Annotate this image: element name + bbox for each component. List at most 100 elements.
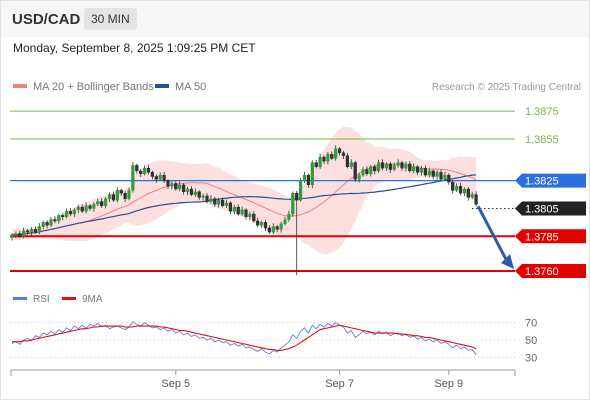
candle-body (217, 199, 221, 205)
candle-body (181, 184, 186, 192)
candle-body (14, 233, 18, 236)
candle-body (178, 184, 182, 190)
candle-body (388, 163, 392, 170)
candle-body (41, 222, 45, 227)
candle-body (263, 222, 268, 229)
candle-body (349, 162, 353, 167)
candle-body (123, 192, 127, 199)
candle-body (64, 211, 69, 218)
ma50-line (11, 174, 477, 236)
ma50-legend-swatch (155, 84, 169, 88)
candle-body (224, 202, 229, 206)
candle-body (392, 165, 396, 170)
rsi-legend-label: RSI (33, 294, 50, 305)
candle-body (384, 163, 388, 169)
candle-body (260, 222, 264, 226)
projection-layer (476, 205, 514, 270)
candle-body (283, 219, 287, 224)
candle-body (447, 174, 451, 183)
candle-body (357, 174, 361, 180)
candle-body (334, 148, 338, 159)
x-axis: Sep 5 Sep 7 Sep 9 (10, 369, 516, 390)
candle-body (271, 226, 275, 233)
candle-body (49, 219, 53, 226)
candle-body (45, 222, 49, 226)
candle-body (189, 188, 193, 195)
candle-body (111, 194, 115, 201)
candle-body (252, 213, 256, 222)
candle-body (443, 174, 447, 180)
ma50-legend-label: MA 50 (175, 81, 206, 93)
candle-body (201, 195, 205, 198)
candle-body (61, 215, 65, 218)
candle-body (248, 213, 252, 218)
timeframe-badge[interactable]: 30 MIN (84, 8, 137, 30)
candle-body (174, 183, 178, 190)
ma20-legend-swatch (13, 84, 27, 88)
candle-body (33, 229, 37, 233)
candle-body (462, 188, 466, 194)
credit-label: Research © 2025 Trading Central (432, 82, 581, 93)
candle-body (26, 230, 30, 233)
candle-body (322, 156, 326, 162)
candle-body (18, 233, 22, 237)
rsi-level-label-70: 70 (525, 318, 537, 330)
projection-arrow-head (501, 254, 514, 270)
candle-body (80, 206, 84, 212)
candle-body (256, 220, 260, 226)
candle-body (427, 170, 431, 176)
candle-body (57, 215, 61, 222)
level-tag-1.3825 (515, 173, 586, 188)
candle-body (236, 206, 240, 215)
candle-body (310, 162, 314, 186)
candle-body (213, 198, 217, 205)
candle-body (76, 206, 80, 211)
datetime-label: Monday, September 8, 2025 1:09:25 PM CET (13, 41, 256, 55)
candle-body (209, 198, 213, 202)
candle-body (150, 172, 154, 177)
x-tick-label: Sep 9 (434, 378, 463, 390)
candle-body (435, 172, 439, 177)
chart-legend: MA 20 + Bollinger Bands MA 50 Research ©… (13, 81, 581, 93)
candle-body (232, 206, 236, 212)
candle-body (68, 211, 73, 215)
rsi-ma-legend-label: 9MA (82, 294, 103, 305)
candle-body (275, 226, 279, 230)
candle-body (107, 194, 112, 199)
candle-body (193, 191, 197, 195)
candle-body (377, 162, 381, 172)
candle-body (330, 154, 334, 159)
candle-body (302, 174, 307, 181)
candle-body (451, 181, 455, 191)
level-label-1.3760: 1.3760 (525, 266, 559, 278)
candle-body (205, 195, 209, 202)
rsi-level-label-30: 30 (525, 352, 537, 364)
candle-body (154, 176, 158, 180)
rsi-legend: RSI 9MA (13, 294, 103, 305)
candle-body (423, 167, 427, 176)
header-bar: USD/CAD 30 MIN (1, 1, 589, 37)
candle-body (455, 186, 459, 191)
candle-body (369, 166, 373, 174)
rsi-panel: 70 50 30 (10, 318, 537, 364)
level-label-1.3805: 1.3805 (525, 203, 559, 215)
ma20-legend-label: MA 20 + Bollinger Bands (33, 81, 154, 93)
candle-body (267, 227, 271, 233)
candle-body (470, 194, 474, 198)
candle-body (400, 162, 404, 169)
candle-body (295, 192, 299, 201)
candles-layer (10, 145, 478, 276)
candle-body (127, 190, 131, 199)
candle-body (139, 170, 143, 174)
candle-body (29, 229, 34, 233)
level-labels-layer: 1.3875 1.3855 1.3825 1.3805 1.3785 1.3760 (515, 106, 586, 279)
candle-body (365, 169, 369, 174)
candle-body (466, 188, 470, 198)
candle-body (412, 166, 416, 172)
candle-body (291, 192, 295, 215)
candle-body (185, 188, 190, 192)
candle-body (458, 186, 463, 194)
candle-body (431, 170, 435, 177)
candle-body (279, 223, 283, 230)
